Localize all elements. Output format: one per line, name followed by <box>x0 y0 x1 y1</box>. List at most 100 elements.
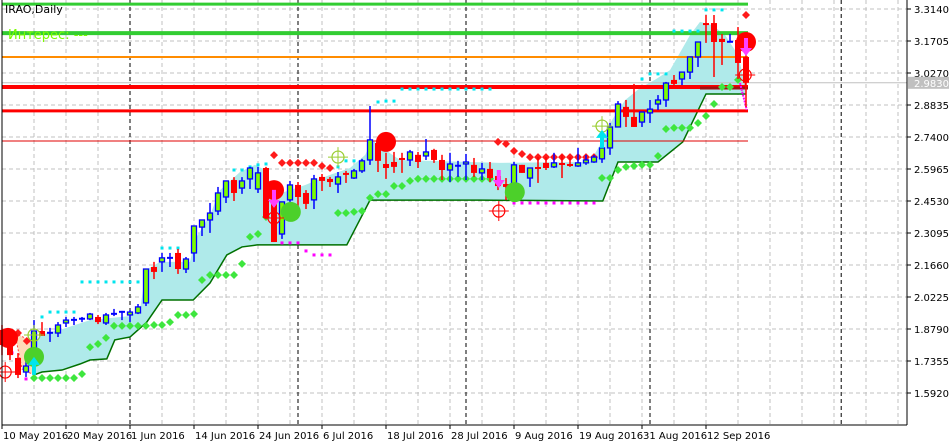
candle-bear <box>391 161 397 167</box>
green-diamond <box>670 123 678 132</box>
green-diamond <box>134 321 142 330</box>
candle-bull <box>606 126 614 149</box>
down-arrow-icon <box>492 170 505 189</box>
candle-bull <box>366 139 374 161</box>
candle-bear <box>327 178 333 183</box>
green-diamond <box>174 310 182 319</box>
cyan-dot <box>688 29 692 33</box>
green-diamond <box>614 166 622 175</box>
candle-bull <box>254 172 262 190</box>
candle-bear <box>711 23 717 43</box>
candle-bull <box>206 212 214 221</box>
cyan-dot <box>384 99 388 103</box>
down-arrow-icon <box>740 38 752 57</box>
candle-bull <box>590 156 598 163</box>
magenta-dot <box>528 201 532 205</box>
green-diamond <box>198 275 206 284</box>
axes <box>1 0 908 426</box>
candle-bull <box>62 319 70 324</box>
candle-bull <box>526 167 534 179</box>
candle-bear <box>519 164 525 173</box>
candle-bear <box>39 331 45 336</box>
candle-bear <box>231 180 237 193</box>
green-diamond <box>470 174 478 183</box>
candle-bear <box>95 316 101 323</box>
cyan-dot <box>72 310 76 314</box>
candle-bear <box>503 184 509 187</box>
green-diamond <box>126 321 134 330</box>
candle-bear <box>375 143 381 161</box>
candle-bear <box>631 116 637 127</box>
candle-bull <box>286 184 294 201</box>
cyan-dot <box>480 87 484 91</box>
magenta-dot <box>536 201 540 205</box>
price-tick-label: 2.3095 <box>914 229 949 240</box>
price-tick-label: 2.1660 <box>914 261 949 272</box>
signals <box>0 32 756 383</box>
green-diamond <box>454 174 462 183</box>
cyan-dot <box>424 87 428 91</box>
cyan-dot <box>400 87 404 91</box>
price-tick-label: 2.0225 <box>914 293 949 304</box>
green-diamond <box>630 161 638 170</box>
cyan-dot <box>240 168 244 172</box>
candle-bull <box>22 365 30 373</box>
cyan-dot <box>352 159 356 163</box>
magenta-dot <box>328 253 332 257</box>
magenta-dot <box>24 377 28 381</box>
candle-bull <box>246 167 254 180</box>
date-tick-label: 12 Sep 2016 <box>707 431 770 442</box>
green-diamond <box>334 209 342 218</box>
candle-bear <box>743 56 749 83</box>
candle-bear <box>343 172 349 175</box>
green-diamond <box>206 271 214 280</box>
cyan-dot <box>432 87 436 91</box>
cyan-dot <box>112 280 116 284</box>
cyan-dot <box>136 280 140 284</box>
green-diamond <box>414 174 422 183</box>
candle-bull <box>574 162 582 167</box>
indicator-dots <box>10 8 750 383</box>
red-diamond <box>270 151 278 160</box>
magenta-dot <box>312 253 316 257</box>
current-price-badge <box>908 76 949 89</box>
candle-bull <box>102 314 110 324</box>
red-diamond <box>294 158 302 167</box>
green-diamond <box>118 321 126 330</box>
green-diamond <box>646 160 654 169</box>
candle-bull <box>646 108 654 114</box>
candle-bear <box>487 168 493 179</box>
green-diamond <box>30 374 38 383</box>
price-tick-label: 2.4530 <box>914 197 949 208</box>
candle-bear <box>735 39 741 63</box>
cyan-dot <box>264 162 268 166</box>
green-diamond <box>46 374 54 383</box>
green-diamond <box>214 271 222 280</box>
cyan-dot <box>448 87 452 91</box>
red-diamond <box>278 158 286 167</box>
green-diamond <box>254 230 262 239</box>
cyan-dot <box>472 87 476 91</box>
signal-circle <box>0 327 18 348</box>
date-tick-label: 20 May 2016 <box>67 431 132 442</box>
cyan-dot <box>416 87 420 91</box>
date-tick-label: 19 Aug 2016 <box>579 431 643 442</box>
magenta-dot <box>512 201 516 205</box>
green-diamond <box>654 151 662 160</box>
cyan-dot <box>664 72 668 76</box>
green-diamond <box>422 174 430 183</box>
green-diamond <box>166 318 174 327</box>
candle-bull <box>126 311 134 316</box>
green-diamond <box>406 176 414 185</box>
green-diamond <box>158 320 166 329</box>
cyan-dot <box>648 72 652 76</box>
green-diamond <box>598 174 606 183</box>
magenta-dot <box>560 201 564 205</box>
price-tick-label: 2.7400 <box>914 133 949 144</box>
magenta-dot <box>584 201 588 205</box>
red-diamond <box>286 158 294 167</box>
price-tick-label: 1.7355 <box>914 357 949 368</box>
green-diamond <box>38 374 46 383</box>
magenta-dot <box>520 201 524 205</box>
